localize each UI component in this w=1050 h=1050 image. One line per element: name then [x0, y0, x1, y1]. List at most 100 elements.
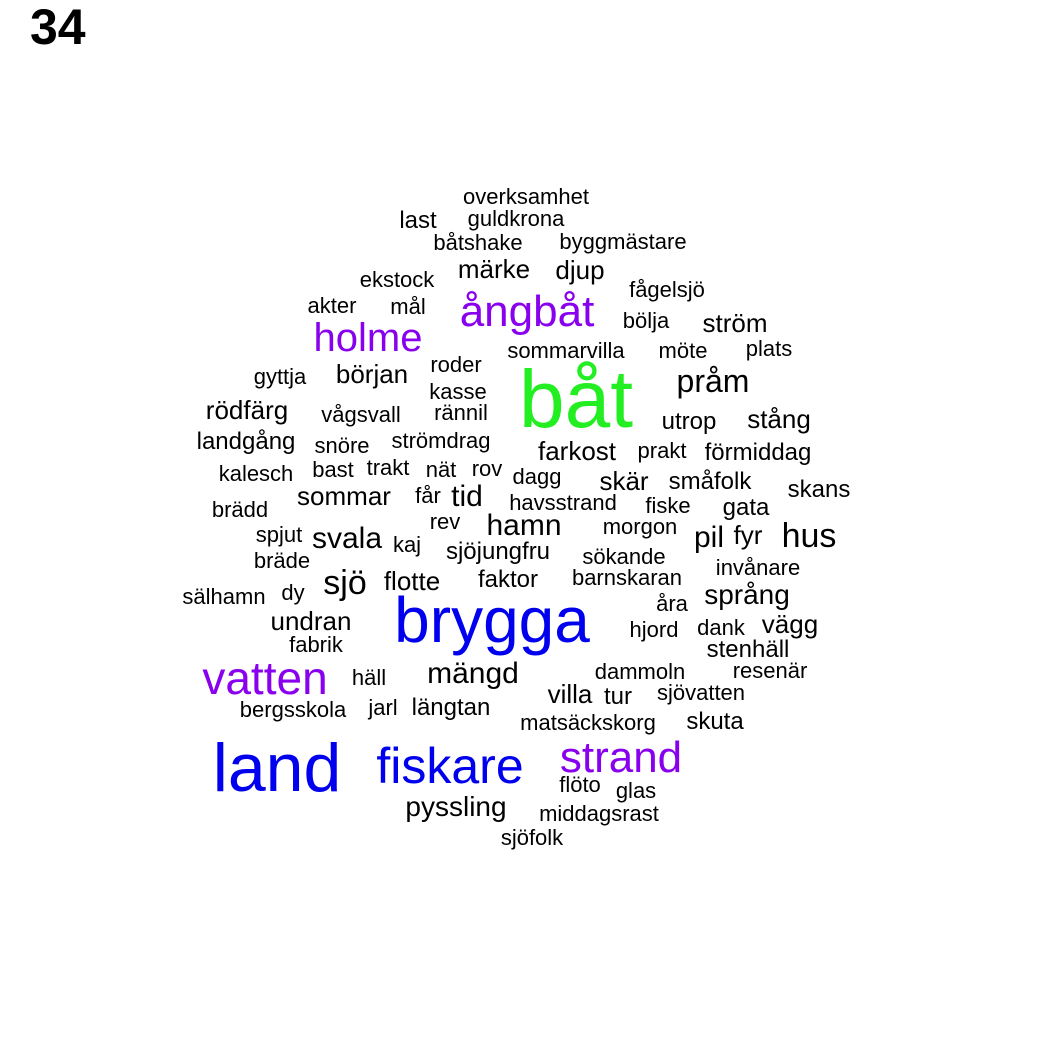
cloud-word: utrop — [661, 408, 717, 435]
cloud-word: djup — [555, 255, 605, 285]
cloud-word: början — [335, 359, 409, 389]
cloud-word: hjord — [629, 617, 679, 642]
cloud-word: overksamhet — [463, 184, 589, 209]
cloud-word: skuta — [686, 708, 744, 735]
cloud-word: dagg — [512, 464, 562, 489]
cloud-word: barnskaran — [571, 565, 683, 590]
cloud-word: kaj — [392, 532, 422, 557]
cloud-word: vågsvall — [321, 402, 401, 427]
cloud-word: pyssling — [405, 791, 507, 822]
cloud-word: språng — [704, 579, 790, 610]
cloud-word: ström — [702, 308, 768, 338]
cloud-word: dank — [697, 615, 745, 640]
cloud-word: guldkrona — [467, 206, 565, 231]
cloud-word: hus — [781, 517, 837, 555]
cloud-word: stång — [747, 404, 811, 434]
cloud-word: byggmästare — [559, 229, 687, 254]
cloud-word: jarl — [368, 695, 398, 720]
cloud-word: rev — [429, 509, 461, 534]
cloud-word: sälhamn — [182, 584, 266, 609]
cloud-word: pråm — [676, 363, 750, 399]
page-number: 34 — [30, 0, 86, 55]
cloud-word: sommarvilla — [507, 338, 625, 363]
cloud-word: kalesch — [218, 461, 294, 486]
cloud-word: mängd — [427, 657, 519, 690]
cloud-word: åra — [656, 591, 688, 616]
cloud-word: gyttja — [253, 364, 307, 389]
cloud-word: undran — [270, 606, 352, 636]
cloud-word: glas — [615, 778, 657, 803]
cloud-word: resenär — [732, 658, 808, 683]
cloud-word: pil — [693, 521, 725, 554]
cloud-word: sjöjungfru — [445, 538, 551, 565]
cloud-word: farkost — [537, 436, 617, 466]
cloud-word: nät — [425, 457, 457, 482]
cloud-word: sommar — [297, 481, 391, 511]
cloud-word: matsäckskorg — [520, 710, 656, 735]
cloud-word: strömdrag — [391, 428, 491, 453]
cloud-word: sjövatten — [656, 680, 746, 705]
cloud-word: båtshake — [433, 230, 523, 255]
cloud-word: längtan — [411, 694, 491, 721]
cloud-word: strand — [559, 733, 683, 782]
cloud-word: plats — [745, 336, 793, 361]
cloud-word: flöto — [559, 772, 601, 797]
cloud-word: havsstrand — [509, 490, 617, 515]
cloud-word: dy — [281, 580, 305, 605]
cloud-word: sjö — [323, 564, 367, 602]
cloud-word: fabrik — [289, 632, 343, 657]
cloud-word: land — [212, 730, 342, 806]
cloud-word: möte — [658, 338, 708, 363]
cloud-word: gata — [722, 494, 770, 521]
cloud-word: stenhäll — [706, 636, 790, 663]
cloud-word: mål — [390, 294, 426, 319]
cloud-word: invånare — [715, 555, 801, 580]
cloud-word: ångbåt — [459, 287, 595, 336]
cloud-word: förmiddag — [704, 439, 812, 466]
cloud-word: dammoln — [594, 659, 686, 684]
cloud-word: snöre — [314, 433, 370, 458]
cloud-word: vatten — [202, 652, 328, 704]
cloud-word: middagsrast — [539, 801, 659, 826]
cloud-word: hamn — [486, 509, 562, 542]
cloud-word: flotte — [383, 566, 441, 596]
cloud-word: brygga — [394, 584, 590, 656]
cloud-word: last — [399, 207, 437, 234]
cloud-word: morgon — [602, 514, 678, 539]
cloud-word: bast — [312, 457, 354, 482]
cloud-word: fiske — [645, 493, 691, 518]
cloud-word: skans — [787, 476, 851, 503]
cloud-word: häll — [351, 665, 387, 690]
cloud-word: fågelsjö — [629, 277, 705, 302]
cloud-word: spjut — [255, 522, 303, 547]
cloud-word: brädd — [211, 497, 269, 522]
cloud-word: ekstock — [359, 267, 435, 292]
cloud-word: rödfärg — [205, 395, 289, 425]
cloud-word: sjöfolk — [500, 825, 564, 850]
cloud-word: rännil — [434, 400, 488, 425]
cloud-word: skär — [599, 466, 649, 496]
cloud-word: småfolk — [668, 468, 752, 495]
cloud-word: akter — [307, 293, 357, 318]
cloud-word: villa — [547, 679, 593, 709]
cloud-word: vägg — [761, 609, 819, 639]
cloud-word: bergsskola — [239, 697, 347, 722]
cloud-word: trakt — [366, 455, 410, 480]
cloud-word: bräde — [253, 548, 311, 573]
cloud-word: tur — [603, 683, 633, 710]
cloud-word: kasse — [429, 379, 487, 404]
cloud-word: sökande — [582, 544, 666, 569]
cloud-word: rov — [471, 456, 503, 481]
cloud-word: svala — [311, 522, 383, 555]
cloud-word: båt — [519, 354, 633, 445]
cloud-word: holme — [313, 316, 423, 360]
cloud-word: bölja — [622, 308, 670, 333]
cloud-word: fyr — [733, 520, 763, 550]
cloud-word: märke — [457, 254, 531, 284]
cloud-word: fiskare — [376, 738, 524, 794]
cloud-word: prakt — [637, 438, 687, 463]
cloud-word: får — [415, 483, 441, 508]
cloud-word: faktor — [477, 566, 539, 593]
